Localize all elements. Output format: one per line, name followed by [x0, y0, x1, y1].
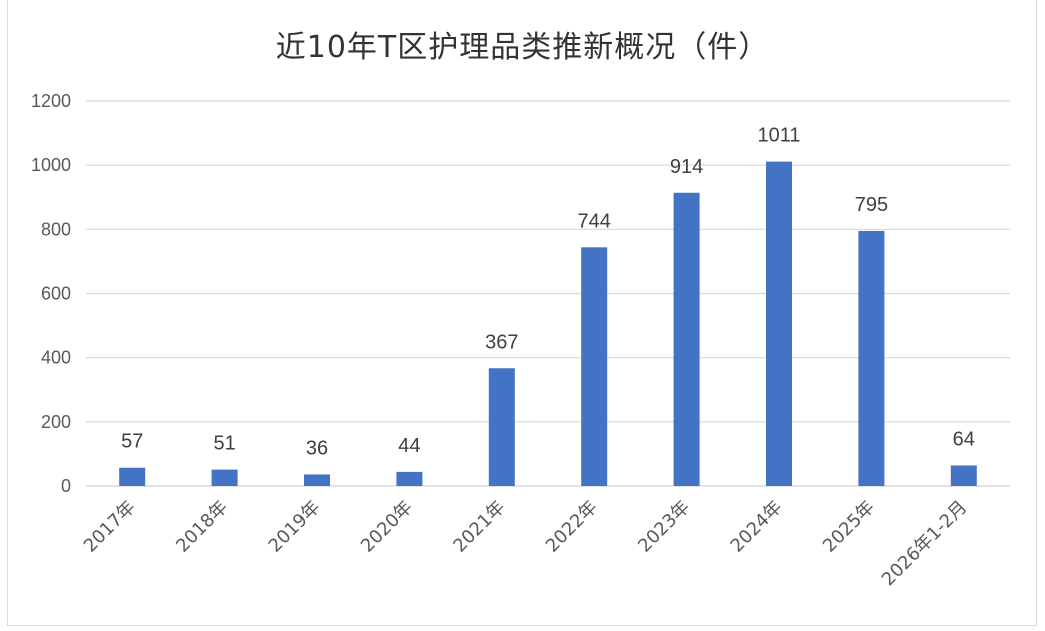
x-tick-label: 2018年 [172, 497, 232, 557]
data-label: 51 [213, 433, 235, 455]
bar[interactable] [488, 368, 515, 486]
data-label: 44 [398, 435, 420, 457]
chart-title: 近10年T区护理品类推新概况（件） [275, 30, 770, 65]
y-tick-label: 1200 [31, 91, 71, 111]
data-label: 795 [855, 194, 888, 216]
data-label: 57 [121, 431, 143, 453]
data-label: 914 [670, 156, 703, 178]
x-tick-label: 2023年 [634, 497, 694, 557]
bar[interactable] [766, 161, 792, 486]
y-tick-label: 600 [41, 284, 71, 304]
data-label: 367 [485, 331, 518, 353]
data-label: 36 [306, 437, 328, 459]
x-tick-label: 2020年 [357, 497, 417, 557]
bar[interactable] [304, 474, 330, 486]
y-tick-label: 200 [41, 412, 71, 432]
x-tick-label: 2021年 [449, 497, 509, 557]
bar[interactable] [950, 465, 977, 486]
y-tick-label: 0 [61, 476, 71, 496]
bar[interactable] [581, 247, 608, 486]
x-tick-label: 2024年 [727, 497, 787, 557]
y-tick-label: 800 [41, 219, 71, 239]
x-tick-label: 2025年 [819, 497, 879, 557]
bar[interactable] [858, 230, 885, 486]
data-label: 744 [578, 210, 611, 232]
y-tick-label: 400 [41, 348, 71, 368]
bar[interactable] [211, 469, 238, 486]
x-tick-label: 2022年 [542, 497, 602, 557]
bar[interactable] [396, 471, 423, 486]
x-tick-label: 2019年 [265, 497, 325, 557]
bar[interactable] [673, 192, 700, 486]
x-tick-label: 2017年 [80, 497, 140, 557]
data-label: 1011 [757, 125, 800, 147]
bar[interactable] [119, 467, 146, 486]
y-tick-label: 1000 [31, 155, 71, 175]
data-label: 64 [953, 428, 975, 450]
x-tick-label: 2026年1-2月 [878, 497, 971, 590]
